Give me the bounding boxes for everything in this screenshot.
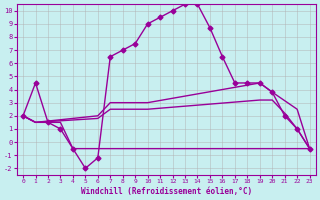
X-axis label: Windchill (Refroidissement éolien,°C): Windchill (Refroidissement éolien,°C) — [81, 187, 252, 196]
